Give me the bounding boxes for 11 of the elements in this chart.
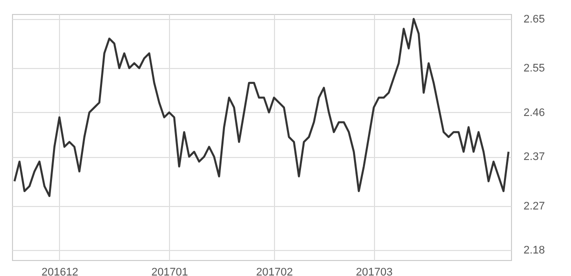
x-tick-label: 201702 — [256, 266, 293, 276]
y-tick-label: 2.65 — [524, 13, 545, 26]
y-tick-label: 2.27 — [524, 200, 545, 212]
x-tick-label: 201612 — [42, 266, 78, 276]
y-tick-label: 2.37 — [524, 151, 545, 164]
y-tick-label: 2.55 — [524, 62, 545, 75]
x-tick-label: 201703 — [356, 266, 393, 276]
x-tick-label: 201701 — [151, 266, 188, 276]
y-tick-label: 2.46 — [524, 106, 545, 119]
line-series — [13, 18, 510, 198]
y-tick-label: 2.18 — [524, 244, 545, 257]
